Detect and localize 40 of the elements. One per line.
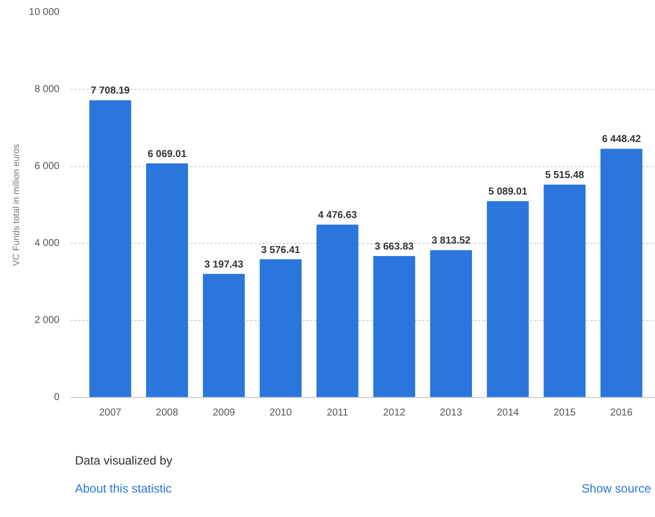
x-tick-label: 2007 xyxy=(99,408,122,418)
text: About this statistic xyxy=(74,482,172,496)
x-tick-label: 2015 xyxy=(554,408,576,418)
text: Show source xyxy=(582,482,652,496)
x-tick-label: 2010 xyxy=(270,408,292,418)
data-label: 4 476.63 xyxy=(318,210,358,222)
y-axis-title: VC Funds total in million euros xyxy=(10,143,21,266)
x-tick-label: 2016 xyxy=(610,408,633,418)
bar xyxy=(544,184,586,398)
data-label: 3 813.52 xyxy=(432,236,471,247)
data-label: 5 515.48 xyxy=(545,170,585,182)
y-tick-label: 4 000 xyxy=(34,238,60,249)
data-label: 7 708.19 xyxy=(90,86,130,97)
data-label: 6 448.42 xyxy=(602,134,642,146)
bar xyxy=(316,224,358,398)
x-tick-label: 2009 xyxy=(212,408,236,418)
bar xyxy=(430,250,472,398)
x-tick-label: 2012 xyxy=(383,408,406,418)
data-label: 3 663.83 xyxy=(374,241,414,252)
bar xyxy=(600,148,642,398)
y-tick-label: 8 000 xyxy=(34,84,60,95)
data-label: 5 089.01 xyxy=(488,186,528,198)
y-tick-label: 0 xyxy=(54,392,60,403)
bar xyxy=(486,201,529,398)
text: Data visualized by xyxy=(74,454,172,468)
bar xyxy=(373,256,416,398)
bar xyxy=(202,274,245,398)
data-label: 3 576.41 xyxy=(261,244,301,256)
bar xyxy=(260,259,302,398)
x-tick-label: 2013 xyxy=(440,408,463,418)
y-tick-label: 2 000 xyxy=(34,315,60,326)
x-tick-label: 2014 xyxy=(496,408,520,418)
x-tick-label: 2011 xyxy=(326,408,349,418)
y-tick-label: 10 000 xyxy=(28,7,60,18)
bar xyxy=(89,100,132,398)
data-label: 3 197.43 xyxy=(204,259,244,270)
data-label: 6 069.01 xyxy=(148,148,187,160)
x-tick-label: 2008 xyxy=(156,408,179,418)
y-tick-label: 6 000 xyxy=(34,161,60,172)
bar xyxy=(146,163,188,398)
